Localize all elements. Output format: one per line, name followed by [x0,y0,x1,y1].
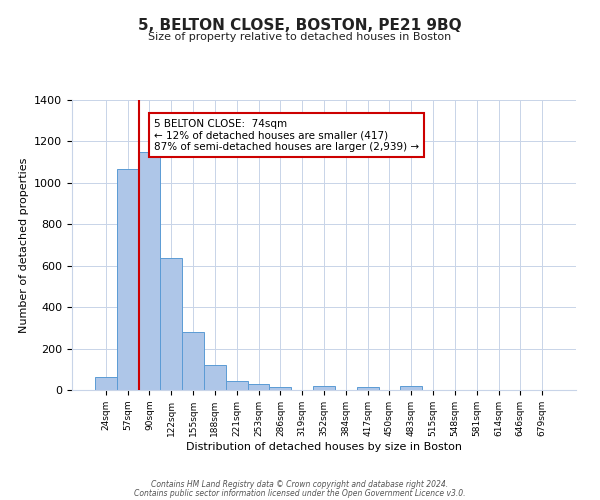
Bar [400,386,422,390]
Text: 5, BELTON CLOSE, BOSTON, PE21 9BQ: 5, BELTON CLOSE, BOSTON, PE21 9BQ [138,18,462,32]
Bar [357,387,379,390]
Bar [226,380,248,390]
Text: Contains public sector information licensed under the Open Government Licence v3: Contains public sector information licen… [134,488,466,498]
Bar [313,386,335,390]
Bar [160,258,182,390]
Text: Size of property relative to detached houses in Boston: Size of property relative to detached ho… [148,32,452,42]
Text: 5 BELTON CLOSE:  74sqm
← 12% of detached houses are smaller (417)
87% of semi-de: 5 BELTON CLOSE: 74sqm ← 12% of detached … [154,118,419,152]
Bar [139,152,160,390]
Y-axis label: Number of detached properties: Number of detached properties [19,158,29,332]
Text: Contains HM Land Registry data © Crown copyright and database right 2024.: Contains HM Land Registry data © Crown c… [151,480,449,489]
Bar [117,170,139,390]
X-axis label: Distribution of detached houses by size in Boston: Distribution of detached houses by size … [186,442,462,452]
Bar [182,332,204,390]
Bar [95,376,117,390]
Bar [204,365,226,390]
Bar [248,384,269,390]
Bar [269,387,291,390]
